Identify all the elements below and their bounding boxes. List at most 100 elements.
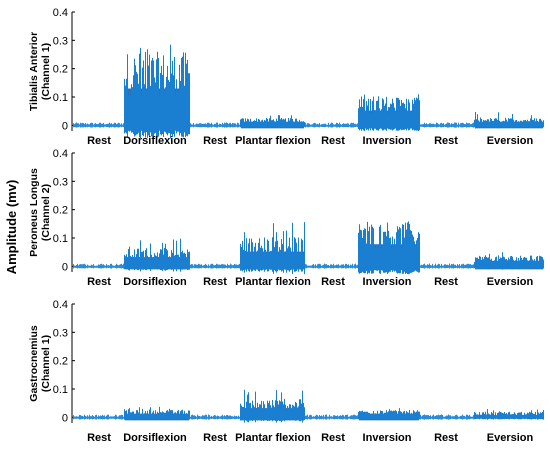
- signal-segment-inversion: [358, 221, 420, 275]
- segment-label-rest: Rest: [87, 276, 111, 288]
- signal-segment-eversion: [474, 252, 544, 270]
- signal-trace: [240, 222, 305, 275]
- signal-trace: [474, 409, 544, 420]
- y-tick-label: 0.4: [53, 7, 68, 19]
- y-tick-label: 0.2: [53, 64, 68, 76]
- signal-trace: [305, 122, 358, 128]
- signal-segment-inversion: [358, 408, 420, 421]
- segment-label-inversion: Inversion: [363, 135, 412, 147]
- segment-label-eversion: Eversion: [487, 432, 534, 444]
- y-tick-label: 0.3: [53, 176, 68, 188]
- segment-label-rest: Rest: [321, 432, 345, 444]
- segment-label-rest: Rest: [321, 276, 345, 288]
- signal-segment-dorsiflexion: [124, 44, 190, 139]
- y-tick-label: 0.4: [53, 148, 68, 160]
- segment-label-rest: Rest: [87, 135, 111, 147]
- signal-segment-inversion: [358, 94, 420, 132]
- signal-trace: [240, 389, 305, 423]
- signal-segment-rest: [73, 122, 124, 128]
- y-tick-label: 0: [62, 412, 68, 424]
- y-tick-label: 0.1: [53, 92, 68, 104]
- signal-trace: [73, 122, 124, 128]
- signal-trace: [124, 44, 190, 139]
- y-tick-label: 0.3: [53, 327, 68, 339]
- segment-label-plantar-flexion: Plantar flexion: [235, 432, 311, 444]
- signal-trace: [73, 414, 124, 420]
- panel-y-label: Gastrocnemius(Channel 1): [28, 325, 52, 402]
- signal-trace: [124, 406, 190, 420]
- panel-y-label-line1: Peroneus Longus: [28, 168, 40, 257]
- segment-label-rest: Rest: [203, 276, 227, 288]
- signal-trace: [190, 122, 240, 128]
- signal-segment-rest: [73, 263, 124, 269]
- panel-y-label-line2: (Channel 1): [40, 43, 52, 100]
- segment-label-inversion: Inversion: [363, 432, 412, 444]
- panel-y-label: Peroneus Longus(Channel 2): [28, 168, 52, 257]
- segment-label-rest: Rest: [434, 276, 458, 288]
- signal-segment-dorsiflexion: [124, 406, 190, 421]
- signal-segment-plantar-flexion: [240, 389, 305, 423]
- segment-label-rest: Rest: [203, 432, 227, 444]
- segment-label-dorsiflexion: Dorsiflexion: [123, 135, 187, 147]
- signal-trace: [420, 122, 474, 128]
- y-tick-label: 0.1: [53, 233, 68, 245]
- signal-trace: [358, 221, 420, 275]
- segment-label-plantar-flexion: Plantar flexion: [235, 276, 311, 288]
- segment-label-eversion: Eversion: [487, 135, 534, 147]
- y-tick-label: 0: [62, 120, 68, 132]
- segment-label-eversion: Eversion: [487, 276, 534, 288]
- y-tick-label: 0.3: [53, 35, 68, 47]
- segment-label-plantar-flexion: Plantar flexion: [235, 135, 311, 147]
- signal-segment-rest: [73, 414, 124, 420]
- signal-trace: [190, 414, 240, 420]
- signal-segment-rest: [305, 263, 358, 269]
- signal-trace: [190, 263, 240, 269]
- signal-segment-dorsiflexion: [124, 238, 190, 272]
- segment-label-rest: Rest: [434, 432, 458, 444]
- signal-trace: [305, 263, 358, 269]
- signal-segment-eversion: [474, 409, 544, 420]
- signal-trace: [420, 414, 474, 420]
- signal-trace: [420, 263, 474, 269]
- signal-segment-rest: [190, 263, 240, 269]
- panel-y-label-line1: Gastrocnemius: [28, 325, 40, 402]
- signal-trace: [73, 263, 124, 269]
- y-tick-label: 0.2: [53, 205, 68, 217]
- signal-trace: [305, 414, 358, 420]
- signal-trace: [124, 238, 190, 272]
- signal-segment-rest: [420, 122, 474, 128]
- panel-y-label-line1: Tibialis Anterior: [28, 32, 40, 111]
- signal-trace: [358, 94, 420, 132]
- segment-label-rest: Rest: [203, 135, 227, 147]
- panel-y-label-line2: (Channel 2): [40, 184, 52, 241]
- emg-panel-1: 0 0.1 0.2 0.3 0.4 Tibialis Anterior(Channel 1…: [28, 7, 544, 147]
- segment-label-rest: Rest: [434, 135, 458, 147]
- y-tick-label: 0.4: [53, 299, 68, 311]
- signal-segment-rest: [420, 414, 474, 420]
- signal-segment-rest: [305, 414, 358, 420]
- emg-panel-3: 0 0.1 0.2 0.3 0.4 Gastrocnemius(Channel 1) Res…: [28, 299, 544, 444]
- y-tick-label: 0: [62, 261, 68, 273]
- segment-label-inversion: Inversion: [363, 276, 412, 288]
- signal-segment-rest: [190, 414, 240, 420]
- signal-trace: [358, 408, 420, 420]
- segment-label-dorsiflexion: Dorsiflexion: [123, 432, 187, 444]
- signal-trace: [474, 252, 544, 270]
- signal-segment-rest: [190, 122, 240, 128]
- y-tick-label: 0.2: [53, 356, 68, 368]
- panel-y-label-line2: (Channel 1): [40, 335, 52, 392]
- segment-label-rest: Rest: [87, 432, 111, 444]
- signal-segment-rest: [420, 263, 474, 269]
- signal-segment-eversion: [474, 112, 544, 129]
- signal-trace: [240, 115, 305, 128]
- segment-label-dorsiflexion: Dorsiflexion: [123, 276, 187, 288]
- signal-segment-plantar-flexion: [240, 115, 305, 129]
- segment-label-rest: Rest: [321, 135, 345, 147]
- y-tick-label: 0.1: [53, 384, 68, 396]
- shared-y-axis-label: Amplitude (mv): [4, 180, 19, 275]
- signal-segment-rest: [305, 122, 358, 128]
- signal-segment-plantar-flexion: [240, 222, 305, 275]
- signal-trace: [474, 112, 544, 129]
